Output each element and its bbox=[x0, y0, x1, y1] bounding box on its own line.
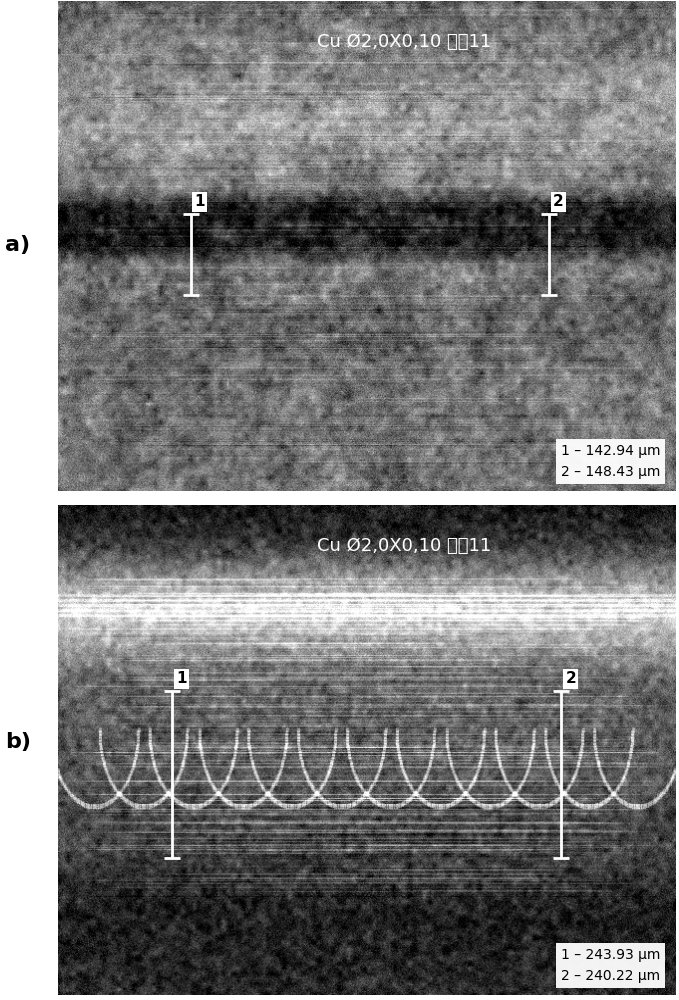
Text: 2: 2 bbox=[553, 194, 564, 209]
Text: 1 – 243.93 μm
2 – 240.22 μm: 1 – 243.93 μm 2 – 240.22 μm bbox=[561, 948, 660, 983]
Text: 2: 2 bbox=[566, 671, 576, 686]
Text: b): b) bbox=[5, 732, 31, 752]
Text: Cu Ø2,0X0,10 样本11: Cu Ø2,0X0,10 样本11 bbox=[316, 33, 491, 51]
Text: Cu Ø2,0X0,10 样本11: Cu Ø2,0X0,10 样本11 bbox=[316, 537, 491, 555]
Text: a): a) bbox=[5, 235, 31, 255]
Text: 1: 1 bbox=[176, 671, 187, 686]
Text: 1 – 142.94 μm
2 – 148.43 μm: 1 – 142.94 μm 2 – 148.43 μm bbox=[561, 444, 660, 479]
Text: 1: 1 bbox=[195, 194, 205, 209]
